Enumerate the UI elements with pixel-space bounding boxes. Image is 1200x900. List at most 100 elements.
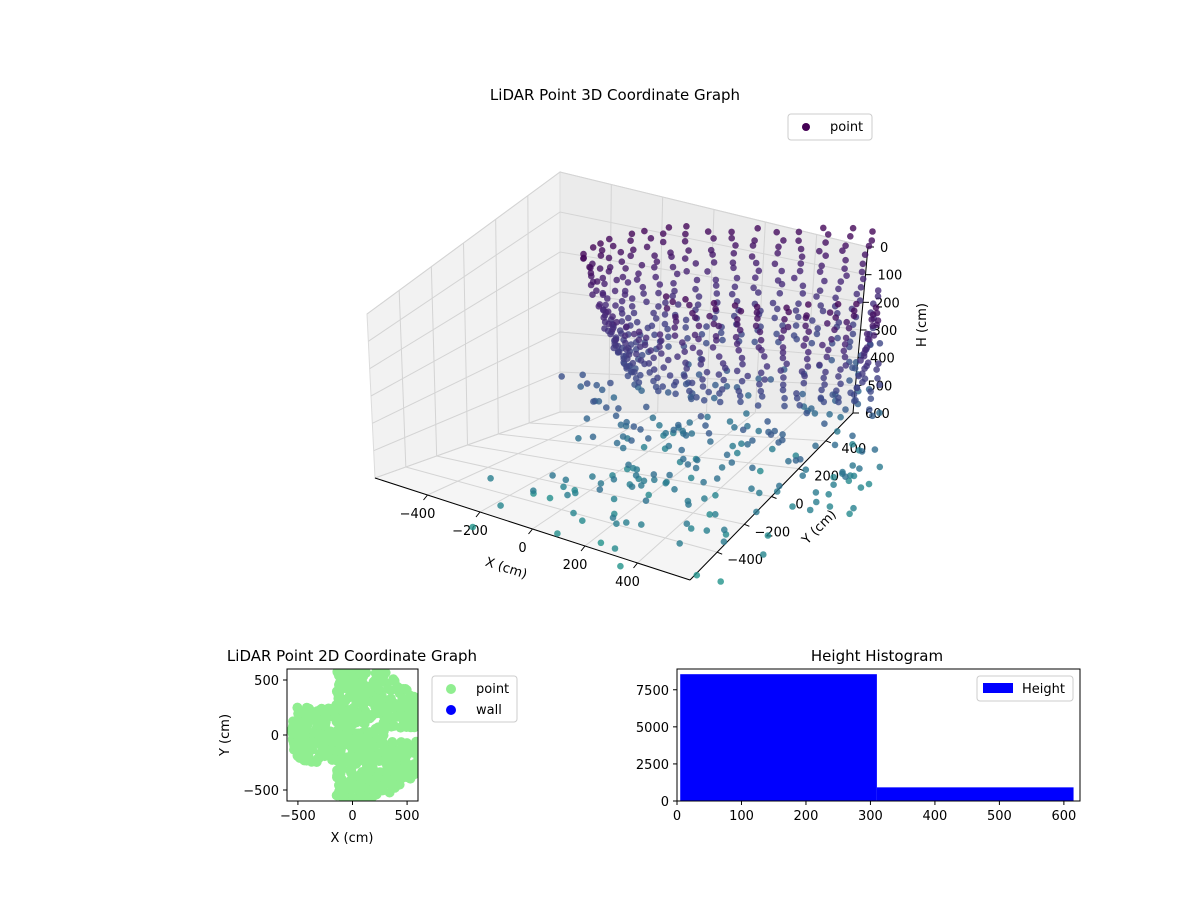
plot3d-point xyxy=(783,304,790,312)
plot3d-point xyxy=(728,234,735,242)
plot3d-point xyxy=(633,318,641,326)
plot3d-z-tick-label: 300 xyxy=(873,324,898,339)
plot3d-point xyxy=(749,437,756,444)
plot3d-point xyxy=(868,237,876,244)
plot3d-point xyxy=(793,390,800,397)
plot3d-point xyxy=(733,367,741,375)
plot3d-point xyxy=(710,299,718,307)
plot3d-point xyxy=(867,388,874,395)
plot2d-point xyxy=(338,706,349,717)
plot2d-point xyxy=(392,682,403,692)
plot3d-point xyxy=(609,242,617,250)
plot3d-point xyxy=(803,409,810,417)
plot3d-point xyxy=(593,278,601,285)
plot2d-point xyxy=(293,735,303,746)
plot3d-point xyxy=(760,551,767,558)
plot3d-point xyxy=(719,336,726,344)
plot3d-legend-label: point xyxy=(830,120,863,135)
plot3d-point xyxy=(757,387,765,395)
plot2d-point xyxy=(378,725,389,736)
plot3d-point xyxy=(799,472,806,480)
plot3d-point xyxy=(656,422,663,429)
plot2d-point xyxy=(296,719,307,729)
plot2d-y-tick-label: 0 xyxy=(271,729,279,744)
histogram: Height Histogram 0 100 200 300 400 500 600 0 250… xyxy=(636,647,1081,824)
plot3d-point xyxy=(682,432,690,439)
plot3d-point xyxy=(771,314,778,322)
plot3d-point xyxy=(469,523,477,531)
plot3d-point xyxy=(774,277,782,284)
plot3d-point xyxy=(795,300,802,308)
plot3d-point xyxy=(656,343,663,351)
plot2d-point xyxy=(405,760,416,771)
plot2d-point xyxy=(340,696,351,706)
plot3d-point xyxy=(831,441,839,449)
plot3d-point xyxy=(713,475,721,482)
plot3d-point xyxy=(790,332,798,339)
plot3d-point xyxy=(595,398,603,405)
plot3d-point xyxy=(583,380,591,387)
histogram-x-tick-label: 400 xyxy=(923,809,948,824)
plot3d-point xyxy=(779,431,786,438)
plot2d-legend-marker-point xyxy=(446,684,456,694)
plot3d-point xyxy=(650,354,657,362)
plot3d-point xyxy=(654,374,661,382)
plot3d-point xyxy=(773,228,780,236)
plot3d-gridline-z xyxy=(366,171,869,315)
plot3d-point xyxy=(660,364,667,371)
plot3d-point xyxy=(693,571,701,579)
plot3d-point xyxy=(841,341,849,348)
plot3d-point xyxy=(664,325,671,333)
plot3d-point xyxy=(733,340,741,348)
plot2d-point xyxy=(397,693,408,704)
plot3d-point xyxy=(693,394,700,401)
plot3d-point xyxy=(732,242,739,249)
plot3d-point xyxy=(650,309,657,317)
plot3d-point xyxy=(597,480,605,487)
plot3d-point xyxy=(870,332,878,339)
plot3d-point xyxy=(737,398,744,406)
plot2d-x-tick-label: 500 xyxy=(395,809,420,824)
plot3d-point xyxy=(864,335,872,343)
plot3d-point xyxy=(808,339,816,347)
plot3d-point xyxy=(549,472,556,479)
plot3d-point xyxy=(712,333,720,340)
plot3d-point xyxy=(671,324,678,331)
plot3d-point xyxy=(640,290,647,297)
plot2d-y-tick-label: 500 xyxy=(254,674,279,689)
plot3d-point xyxy=(630,246,637,254)
plot3d-point xyxy=(755,289,762,296)
plot2d-point xyxy=(349,796,360,801)
plot2d-point xyxy=(311,757,322,767)
plot3d-point xyxy=(686,387,693,395)
plot3d-point xyxy=(802,466,810,474)
histogram-y-tick-label: 5000 xyxy=(636,721,669,736)
plot3d-point xyxy=(776,290,784,297)
plot2d-point xyxy=(382,683,393,694)
plot3d-point xyxy=(593,381,600,389)
plot3d-point xyxy=(697,413,705,420)
plot3d-z-tick-label: 200 xyxy=(875,296,900,311)
plot3d-point xyxy=(802,335,810,343)
plot3d-point xyxy=(663,305,671,312)
plot2d-point xyxy=(367,696,378,707)
plot3d-gridline-z xyxy=(374,411,854,479)
plot3d-y-tick-label: −400 xyxy=(727,553,763,568)
plot3d-point xyxy=(867,395,875,403)
plot3d-point xyxy=(816,247,823,255)
plot3d-point xyxy=(743,410,750,417)
plot2d-point xyxy=(290,727,301,738)
histogram-y-tick-label: 0 xyxy=(661,795,669,810)
plot3d-point xyxy=(874,293,882,300)
plot3d-point xyxy=(721,526,728,534)
plot3d-point xyxy=(612,302,619,309)
plot3d-point xyxy=(875,360,882,368)
plot3d-point xyxy=(842,406,849,413)
plot3d-point xyxy=(857,484,865,491)
plot3d-point xyxy=(681,255,689,262)
plot3d-point xyxy=(805,348,812,356)
plot3d-point xyxy=(638,521,645,528)
plot3d-point xyxy=(682,230,689,238)
plot3d-point xyxy=(628,230,636,238)
